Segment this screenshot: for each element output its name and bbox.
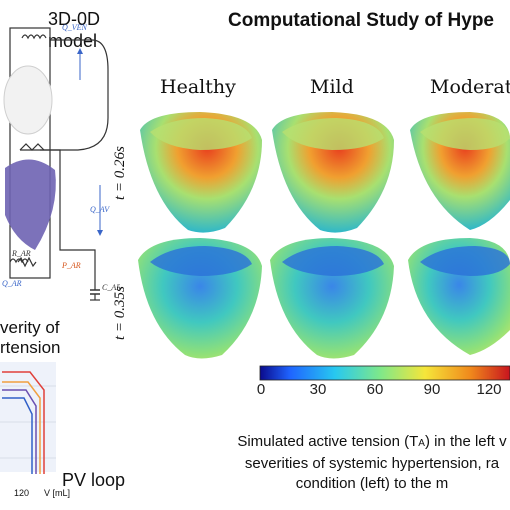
severity-label: verity of rtension	[0, 318, 60, 358]
colorbar-tick-120: 120	[476, 381, 502, 398]
column-label-healthy: Healthy	[160, 76, 236, 98]
valve-icon	[19, 143, 45, 151]
colorbar-tick-90: 90	[423, 381, 441, 398]
heart-mild-t026	[272, 112, 394, 233]
heart-healthy-t035	[138, 238, 262, 359]
heart-mild-t035	[270, 238, 394, 359]
figure-title: Computational Study of Hype	[228, 10, 494, 31]
model-label-line2: model	[48, 31, 98, 51]
colorbar	[259, 365, 510, 381]
heart-moderate-t035	[408, 238, 510, 355]
atrium-shape	[3, 65, 53, 135]
caption-line3: condition (left) to the m	[295, 475, 449, 492]
inductor-lower-icon	[9, 258, 29, 264]
pv-loop-blue	[2, 397, 33, 474]
pv-loop-red	[2, 371, 45, 474]
circuit-label-qven: Q_VEN	[62, 23, 88, 32]
model-label-line1: 3D-0D	[48, 9, 101, 29]
caption-line2: severities of systemic hypertension, ra	[244, 455, 500, 472]
ventricle-shape	[5, 159, 56, 250]
resistor-icon	[17, 256, 37, 268]
circuit-right-wire	[40, 39, 109, 151]
circuit-label-car: C_AR	[102, 283, 120, 292]
model-label: 3D-0D model	[48, 8, 100, 52]
circuit-diagram: Q_VEN Q_AV R_AR P_AR C_AR Q_AR	[2, 23, 120, 301]
pv-x-unit: V [mL]	[44, 488, 71, 498]
pv-loop-plot	[0, 362, 56, 474]
severity-line2: rtension	[0, 338, 61, 357]
colorbar-tick-30: 30	[309, 381, 327, 398]
severity-line1: verity of	[0, 318, 60, 337]
colorbar-bar	[259, 365, 510, 381]
circuit-label-par: P_AR	[61, 261, 81, 270]
colorbar-tick-0: 0	[256, 381, 266, 398]
colorbar-tick-60: 60	[366, 381, 384, 398]
pv-loop-orange	[2, 381, 41, 474]
pv-x-tick: 120	[14, 488, 30, 498]
figure-caption: Simulated active tension (TA) in the lef…	[212, 432, 510, 494]
inductor-icon	[21, 34, 47, 40]
circuit-label-qar: Q_AR	[2, 279, 22, 288]
pv-loop-purple	[2, 389, 37, 474]
heart-grid	[138, 112, 510, 359]
pv-loop-label: PV loop	[62, 470, 126, 490]
circuit-lower-wire	[20, 149, 96, 290]
column-label-moderate: Moderate	[430, 76, 510, 98]
circuit-label-rar: R_AR	[11, 249, 31, 258]
column-label-mild: Mild	[310, 76, 354, 98]
circuit-label-qav: Q_AV	[90, 205, 110, 214]
caption-line1: Simulated active tension (TA) in the lef…	[237, 433, 507, 450]
circuit-loop	[9, 27, 51, 279]
heart-moderate-t026	[410, 112, 510, 230]
heart-healthy-t026	[140, 112, 262, 233]
